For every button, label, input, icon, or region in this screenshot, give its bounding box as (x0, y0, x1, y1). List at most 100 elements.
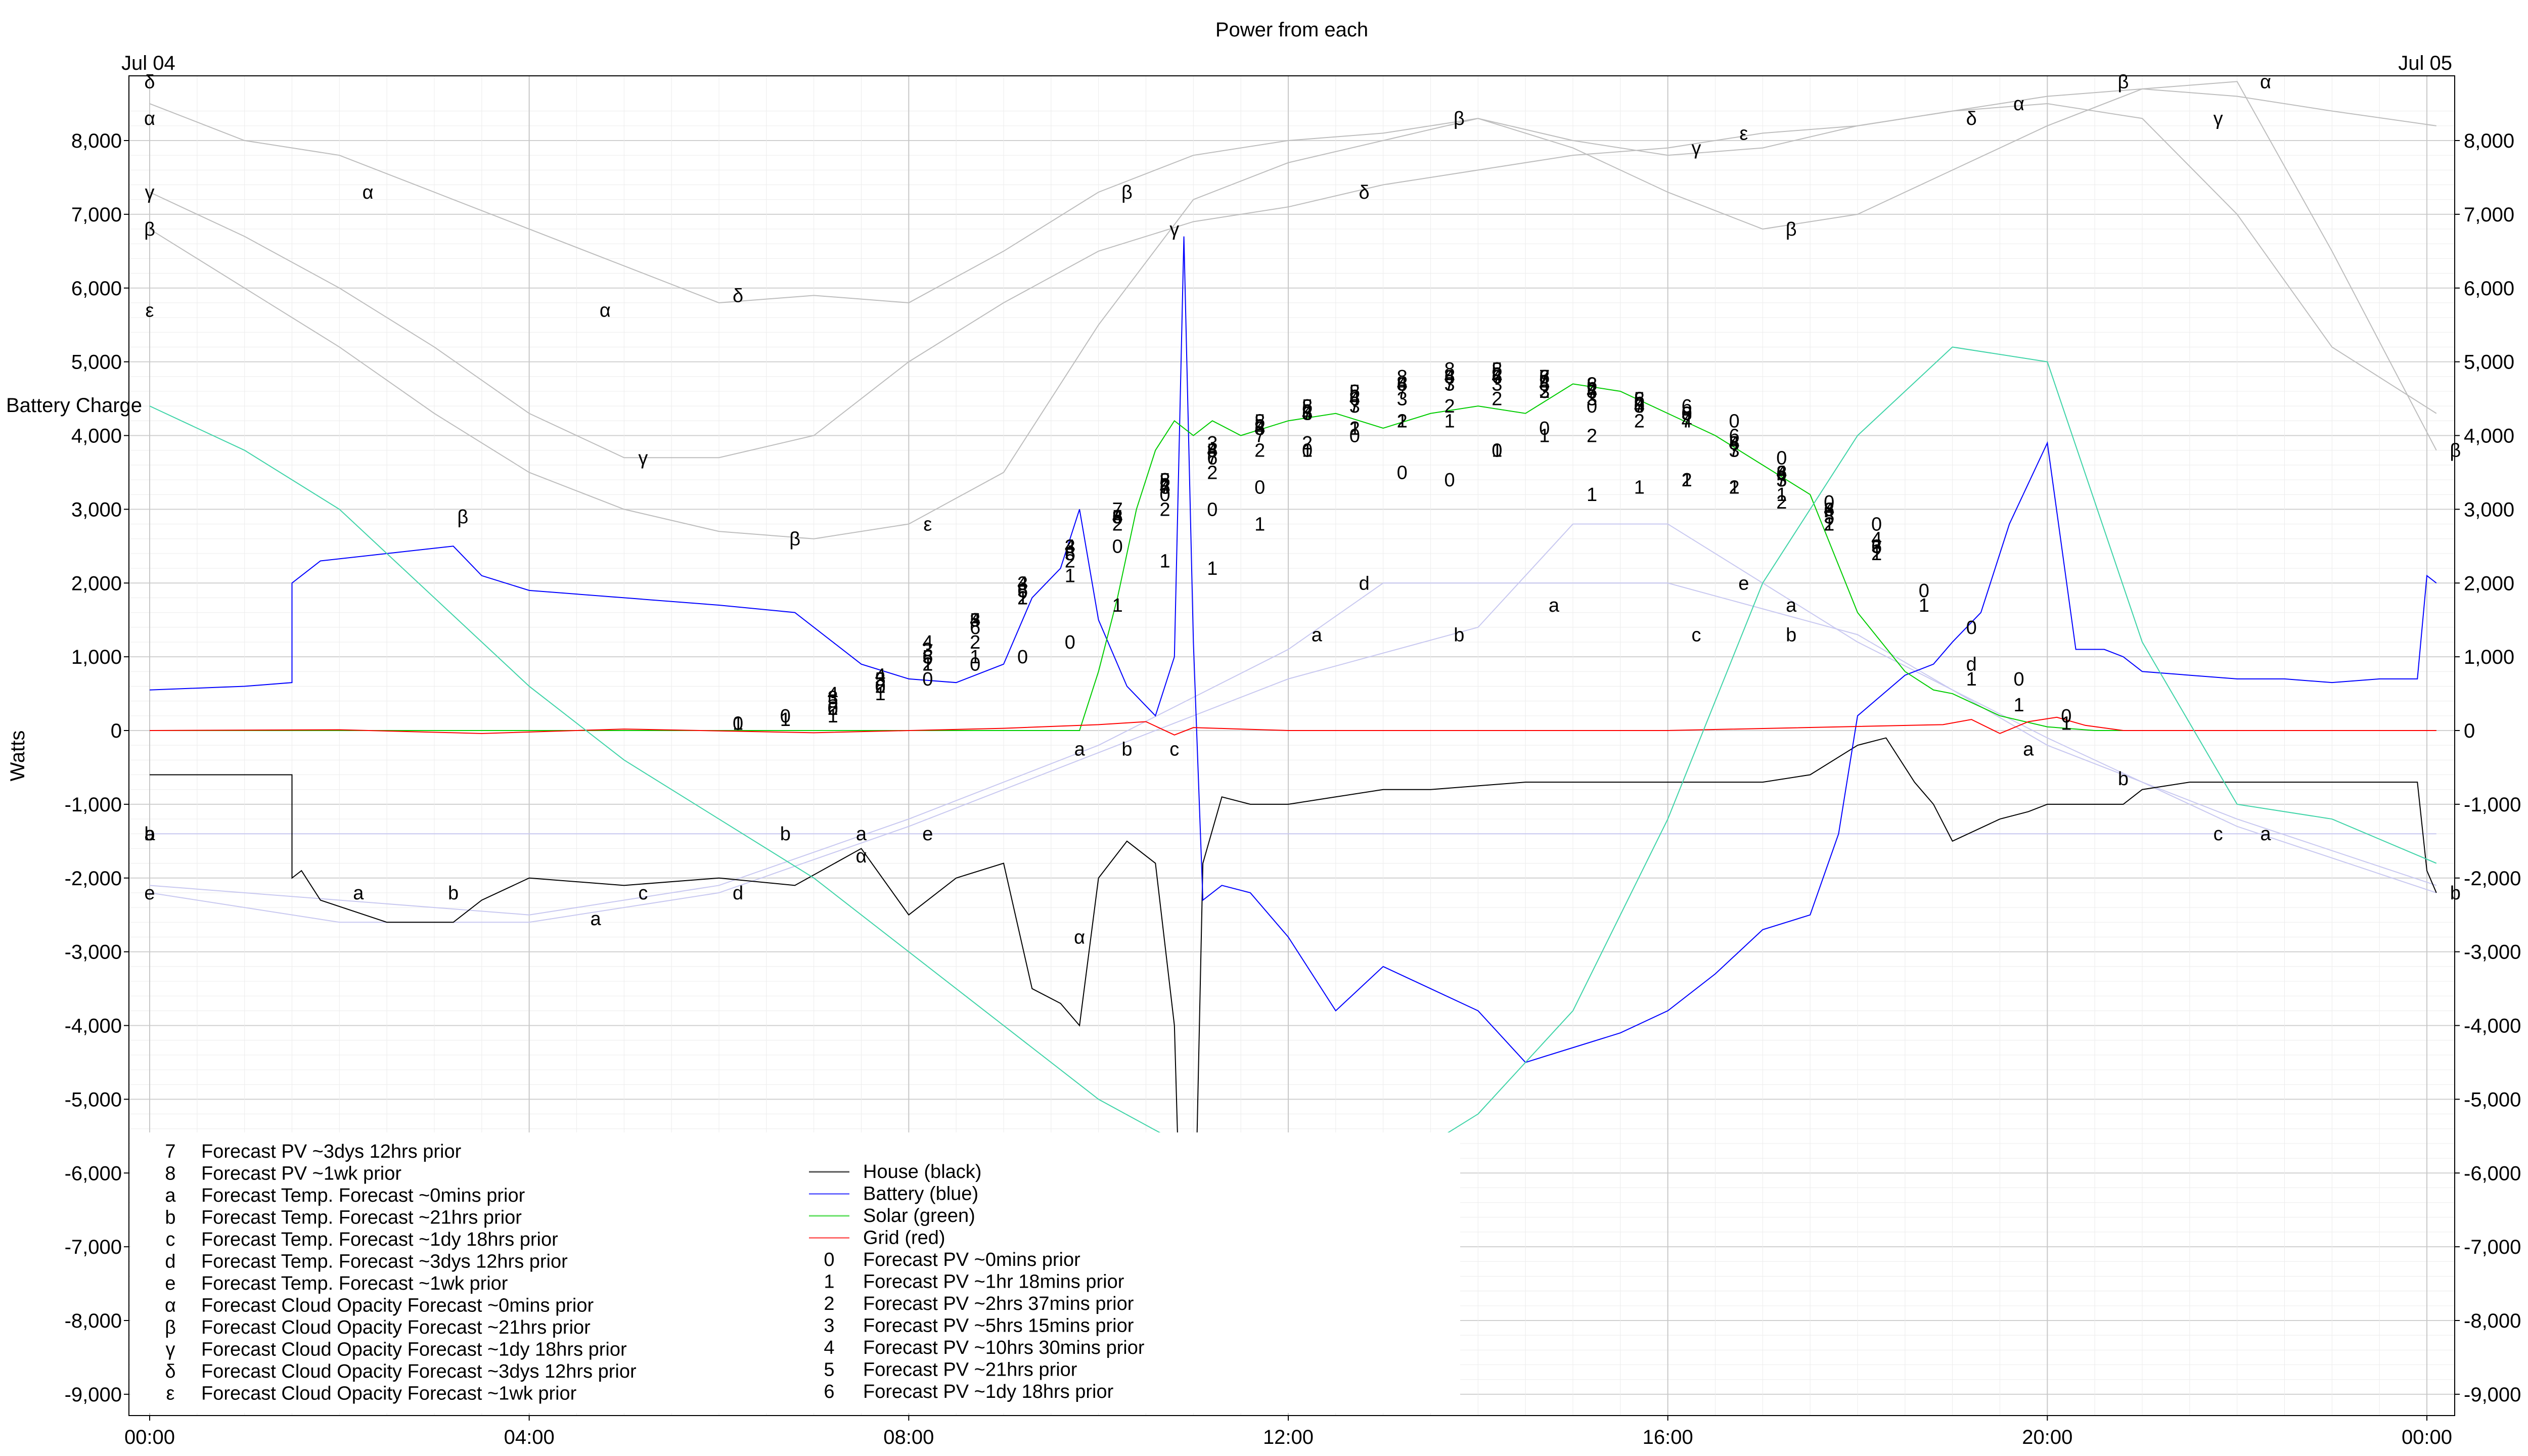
forecast-marker: 0 (1017, 647, 1028, 668)
forecast-marker: α (363, 182, 374, 203)
y-tick-label-left: 2,000 (71, 572, 122, 595)
forecast-marker: 3 (1776, 470, 1787, 491)
forecast-marker: 3 (1349, 396, 1360, 417)
forecast-marker: 3 (1682, 403, 1692, 425)
forecast-marker: γ (1691, 138, 1701, 159)
forecast-marker: 6 (1444, 367, 1455, 388)
legend-entry: Forecast PV ~21hrs prior (863, 1359, 1077, 1381)
y-tick-label-right: -6,000 (2464, 1162, 2521, 1185)
forecast-marker: 5 (875, 669, 885, 690)
forecast-marker: 3 (1302, 403, 1313, 425)
forecast-marker: 6 (1254, 418, 1265, 439)
y-tick-label-left: -4,000 (65, 1015, 122, 1037)
forecast-marker: 7 (1302, 403, 1313, 425)
legend-background (130, 1132, 1460, 1413)
forecast-marker: 6 (970, 617, 980, 639)
legend-entry: Grid (red) (863, 1227, 945, 1249)
forecast-marker: β (1786, 219, 1797, 240)
forecast-marker: 3 (1444, 374, 1455, 395)
forecast-marker: 1 (1634, 477, 1645, 498)
forecast-marker: 8 (1587, 374, 1597, 395)
forecast-marker: 6 (875, 676, 885, 697)
forecast-marker: 5 (1397, 374, 1408, 395)
legend: 7 Forecast PV ~3dys 12hrs prior 8 Forecast … (165, 1141, 1145, 1404)
y-tick-label-left: 8,000 (71, 130, 122, 152)
forecast-marker: 8 (1254, 411, 1265, 432)
y-tick-label-right: -4,000 (2464, 1015, 2521, 1037)
forecast-marker: 6 (922, 647, 933, 668)
forecast-marker: β (1121, 182, 1133, 203)
forecast-marker: 5 (1682, 403, 1692, 425)
forecast-marker: 4 (1539, 374, 1550, 395)
forecast-marker: 2 (1444, 396, 1455, 417)
legend-marker: d (165, 1251, 175, 1272)
y-tick-label-right: -8,000 (2464, 1310, 2521, 1332)
x-tick-label: 08:00 (883, 1426, 934, 1448)
forecast-marker: 2 (1776, 492, 1787, 513)
forecast-marker: a (856, 824, 867, 845)
forecast-marker: 8 (1492, 359, 1502, 380)
legend-entry: Forecast Temp. Forecast ~0mins prior (201, 1185, 525, 1206)
forecast-marker: e (144, 883, 155, 904)
forecast-marker: 8 (1302, 396, 1313, 417)
forecast-marker: 4 (1207, 440, 1217, 462)
y-tick-label-right: -9,000 (2464, 1384, 2521, 1406)
forecast-marker: 0 (733, 713, 743, 734)
forecast-marker: 5 (1254, 411, 1265, 432)
forecast-marker: 8 (1729, 433, 1739, 454)
forecast-marker: 4 (1397, 374, 1408, 395)
y-tick-label-left: -8,000 (65, 1310, 122, 1332)
forecast-marker: β (457, 507, 468, 528)
legend-entry: Forecast PV ~3dys 12hrs prior (201, 1141, 462, 1162)
y-tick-label-left: -9,000 (65, 1384, 122, 1406)
legend-entry: Forecast PV ~1wk prior (201, 1163, 401, 1185)
y-tick-label-right: 0 (2464, 720, 2475, 742)
y-tick-label-left: -3,000 (65, 941, 122, 964)
forecast-line (149, 88, 2436, 303)
forecast-marker: 0 (1492, 440, 1502, 462)
legend-marker: 0 (824, 1249, 834, 1270)
forecast-marker: ε (1739, 123, 1748, 144)
forecast-marker: 0 (1302, 440, 1313, 462)
forecast-marker: 0 (1634, 396, 1645, 417)
forecast-marker: 3 (1492, 374, 1502, 395)
forecast-marker: 6 (1112, 507, 1123, 528)
forecast-marker: 4 (1492, 367, 1502, 388)
forecast-marker: 6 (828, 698, 838, 719)
legend-marker: 2 (824, 1293, 834, 1314)
forecast-marker: 1 (1065, 566, 1075, 587)
forecast-marker: 0 (922, 669, 933, 690)
forecast-marker: 5 (970, 610, 980, 631)
forecast-marker: β (1454, 108, 1465, 129)
forecast-marker: 1 (1824, 514, 1834, 535)
forecast-marker: 4 (1112, 507, 1123, 528)
forecast-marker: 5 (1824, 507, 1834, 528)
forecast-marker: 6 (1682, 396, 1692, 417)
forecast-marker: 7 (1254, 426, 1265, 447)
y-tick-label-left: 4,000 (71, 425, 122, 447)
forecast-marker: 7 (1634, 396, 1645, 417)
forecast-marker: 2 (1397, 411, 1408, 432)
forecast-marker: δ (733, 285, 743, 306)
forecast-marker: 4 (828, 684, 838, 705)
y-tick-label-right: -2,000 (2464, 868, 2521, 890)
forecast-marker: 4 (875, 665, 885, 687)
forecast-marker: 3 (875, 669, 885, 690)
forecast-marker: 6 (1729, 426, 1739, 447)
forecast-marker: 5 (1587, 381, 1597, 402)
forecast-marker: 1 (1776, 484, 1787, 506)
forecast-marker: 2 (1254, 440, 1265, 462)
forecast-marker: 5 (1349, 381, 1360, 402)
forecast-marker: 3 (1729, 440, 1739, 462)
forecast-marker: α (2260, 71, 2271, 93)
forecast-marker: 0 (1065, 632, 1075, 653)
forecast-marker: 8 (1349, 381, 1360, 402)
legend-entry: Solar (green) (863, 1205, 975, 1226)
y-axis-ticks: 8,000 8,000 7,000 7,000 6,000 6,000 5,000 5,000… (65, 130, 2521, 1406)
forecast-marker: 2 (922, 654, 933, 675)
forecast-marker: 3 (922, 640, 933, 661)
forecast-marker: 6 (1634, 389, 1645, 410)
forecast-marker: 8 (1112, 507, 1123, 528)
forecast-marker: 5 (828, 691, 838, 712)
